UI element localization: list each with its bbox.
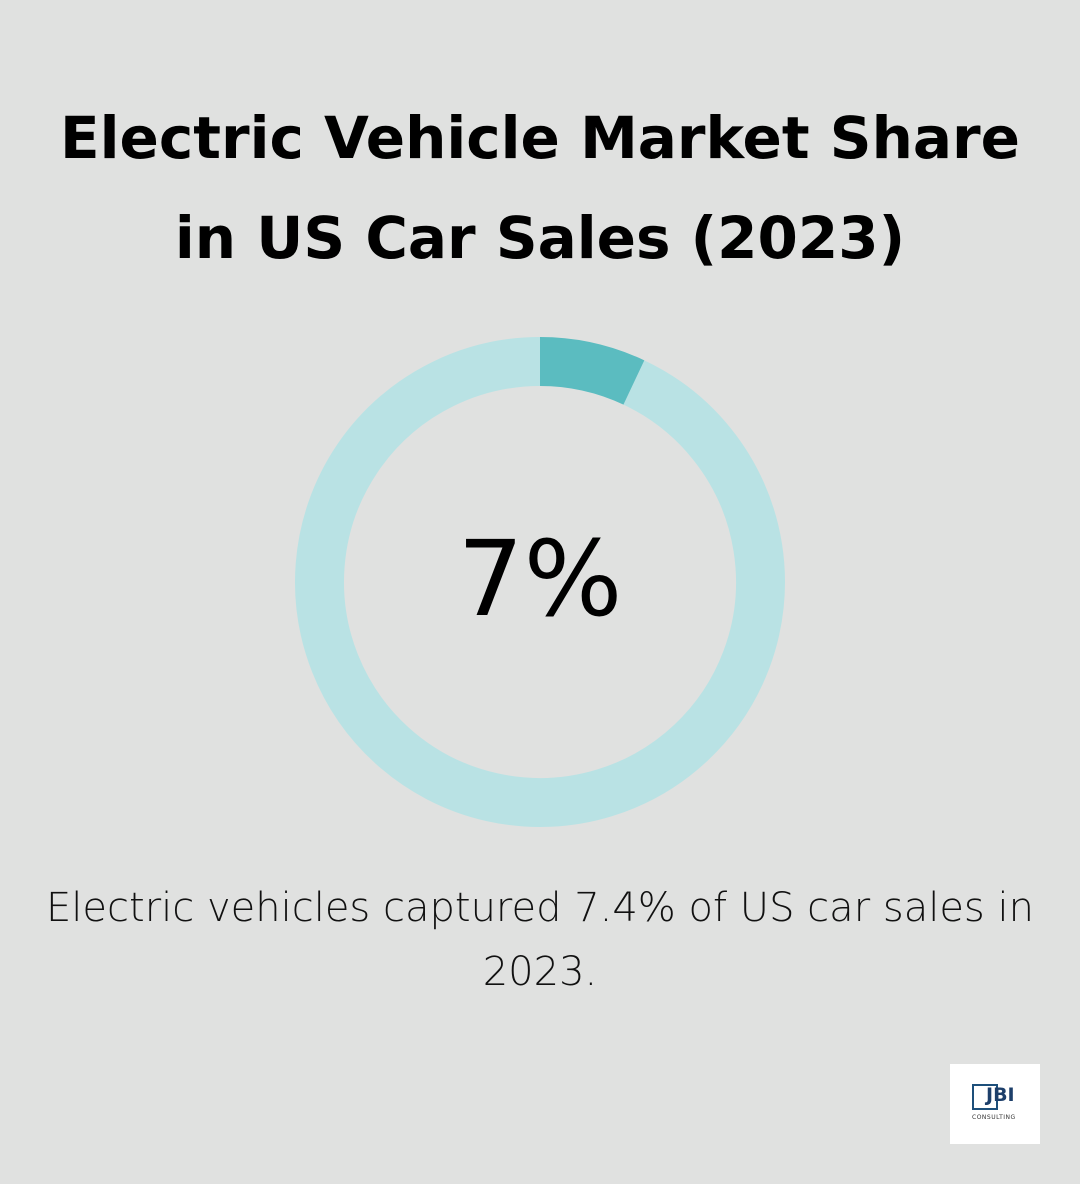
logo-text: JBI [986,1084,1015,1106]
donut-segment [539,337,645,405]
logo-subtext: CONSULTING [972,1114,1016,1121]
chart-title: Electric Vehicle Market Share in US Car … [60,104,1020,272]
logo-box [972,1084,998,1110]
caption: Electric vehicles captured 7.4% of US ca… [46,885,1034,995]
logo: JBI CONSULTING [950,1064,1040,1144]
donut-segment [295,337,785,827]
value-label: 7% [458,518,623,640]
